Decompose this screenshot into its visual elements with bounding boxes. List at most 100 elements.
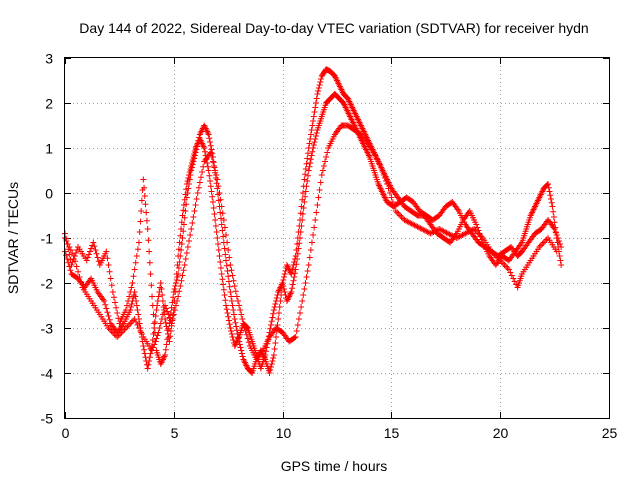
data-point xyxy=(306,163,313,170)
data-point xyxy=(159,292,166,298)
data-point xyxy=(381,175,388,181)
data-point xyxy=(70,253,77,259)
data-point xyxy=(146,259,153,266)
data-point xyxy=(215,183,222,190)
data-point xyxy=(232,319,239,326)
data-point xyxy=(157,284,164,291)
data-point xyxy=(151,319,158,325)
data-point xyxy=(239,316,246,322)
data-point xyxy=(107,275,114,282)
data-point xyxy=(508,272,515,279)
data-point xyxy=(206,172,213,179)
data-point xyxy=(301,286,308,292)
data-point xyxy=(168,320,175,327)
data-point xyxy=(106,268,113,275)
data-point xyxy=(175,265,182,271)
data-point xyxy=(275,310,282,316)
data-point xyxy=(556,253,563,259)
data-point xyxy=(69,259,76,265)
data-point xyxy=(316,82,323,88)
data-point xyxy=(144,365,151,372)
data-point xyxy=(103,305,110,312)
data-point xyxy=(222,297,229,304)
data-point xyxy=(232,288,239,295)
data-point xyxy=(131,289,138,295)
data-point xyxy=(322,158,329,165)
data-point xyxy=(65,259,72,266)
series-2 xyxy=(62,91,565,372)
data-point xyxy=(302,193,309,200)
data-point xyxy=(213,229,220,235)
data-point xyxy=(238,311,245,318)
data-point xyxy=(223,232,230,238)
data-point xyxy=(217,196,224,203)
data-point xyxy=(544,181,551,188)
data-point xyxy=(223,302,230,309)
data-point xyxy=(308,127,315,133)
data-point xyxy=(191,151,198,157)
data-point xyxy=(152,313,159,319)
data-point xyxy=(131,316,138,322)
series-1 xyxy=(62,66,565,376)
data-point xyxy=(552,229,559,235)
data-point xyxy=(389,199,396,205)
x-tick-label: 20 xyxy=(493,425,509,441)
data-point xyxy=(151,341,158,348)
data-point xyxy=(272,301,279,307)
data-point xyxy=(215,247,222,253)
data-point xyxy=(379,169,386,175)
data-point xyxy=(221,292,228,298)
data-point xyxy=(317,179,324,186)
data-point xyxy=(208,188,215,195)
data-point xyxy=(150,331,157,337)
data-point xyxy=(271,304,278,310)
data-point xyxy=(157,320,164,327)
data-point xyxy=(314,202,321,208)
data-point xyxy=(186,238,193,244)
data-point xyxy=(167,328,174,334)
data-point xyxy=(174,262,181,268)
data-point xyxy=(227,289,234,295)
data-point xyxy=(542,238,549,244)
data-point xyxy=(546,188,553,195)
data-point xyxy=(84,254,91,261)
data-point xyxy=(137,328,144,334)
data-point xyxy=(267,367,274,373)
data-point xyxy=(382,178,389,184)
data-point xyxy=(72,258,79,265)
data-point xyxy=(557,241,564,247)
data-point xyxy=(201,145,208,151)
data-point xyxy=(545,181,552,187)
data-point xyxy=(270,355,277,361)
data-point xyxy=(394,209,401,216)
data-point xyxy=(133,302,140,309)
data-point xyxy=(176,288,183,295)
data-point xyxy=(218,203,225,210)
data-point xyxy=(179,212,186,219)
data-point xyxy=(312,136,319,142)
data-point xyxy=(558,244,565,250)
data-point xyxy=(157,280,164,286)
data-point xyxy=(163,323,170,330)
data-point xyxy=(162,346,169,353)
data-point xyxy=(218,221,225,228)
data-point xyxy=(388,194,395,201)
data-point xyxy=(219,210,226,217)
data-point xyxy=(155,329,162,336)
data-point xyxy=(312,133,319,139)
data-point xyxy=(549,203,556,210)
data-point xyxy=(176,239,183,246)
data-point xyxy=(473,221,480,228)
data-point xyxy=(380,172,387,178)
data-point xyxy=(312,217,319,223)
data-point xyxy=(310,142,317,148)
data-point xyxy=(244,335,251,342)
data-point xyxy=(307,156,314,163)
data-point xyxy=(135,325,142,331)
data-point xyxy=(293,261,300,268)
data-point xyxy=(398,214,405,220)
data-point xyxy=(188,163,195,169)
data-point xyxy=(270,352,277,358)
data-point xyxy=(236,302,243,309)
